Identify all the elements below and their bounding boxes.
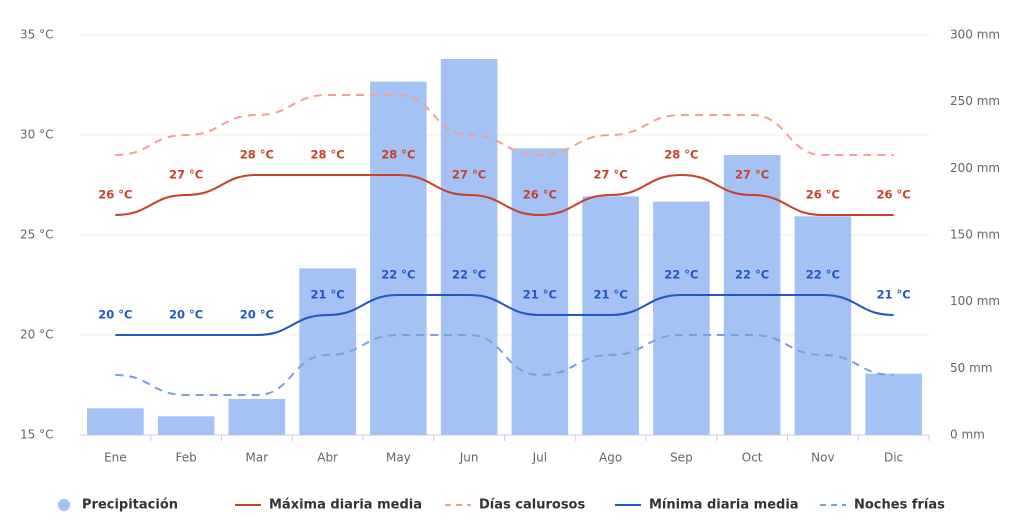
value-label: 22 °C <box>381 268 415 282</box>
line <box>115 333 894 397</box>
bar <box>440 59 498 435</box>
line <box>115 93 894 157</box>
legend-item: Días calurosos <box>445 498 585 513</box>
y2-tick-label: 200 mm <box>950 161 1000 175</box>
value-label: 21 °C <box>877 288 911 302</box>
value-label: 20 °C <box>169 308 203 322</box>
value-label: 22 °C <box>735 268 769 282</box>
x-tick-label: Feb <box>176 451 197 465</box>
legend-label: Noches frías <box>854 498 945 513</box>
value-label: 22 °C <box>664 268 698 282</box>
line <box>115 293 894 336</box>
legend-swatch <box>58 499 70 511</box>
line <box>115 173 894 217</box>
bar <box>865 373 922 435</box>
value-label: 21 °C <box>311 288 345 302</box>
legend-item: Mínima diaria media <box>615 498 799 513</box>
x-tick-label: Sep <box>670 451 693 465</box>
value-label: 22 °C <box>452 268 486 282</box>
legend-label: Precipitación <box>82 498 178 513</box>
y2-tick-label: 0 mm <box>950 428 985 442</box>
x-tick-label: May <box>386 451 411 465</box>
y-tick-label: 20 °C <box>20 328 53 342</box>
value-label: 28 °C <box>311 148 345 162</box>
value-label: 20 °C <box>240 308 274 322</box>
x-tick-label: Jun <box>459 451 479 465</box>
x-tick-label: Abr <box>317 451 338 465</box>
y-tick-label: 35 °C <box>20 28 53 42</box>
value-label: 28 °C <box>664 148 698 162</box>
bar <box>653 201 710 435</box>
value-label: 21 °C <box>523 288 557 302</box>
x-tick-label: Oct <box>742 451 763 465</box>
bar <box>157 416 215 435</box>
y2-tick-label: 100 mm <box>950 294 1000 308</box>
value-label: 21 °C <box>594 288 628 302</box>
legend-label: Mínima diaria media <box>649 498 799 513</box>
legend-item: Máxima diaria media <box>235 498 422 513</box>
value-label: 26 °C <box>806 188 840 202</box>
x-tick-label: Jul <box>532 451 547 465</box>
x-tick-label: Mar <box>246 451 269 465</box>
y2-tick-label: 250 mm <box>950 94 1000 108</box>
y2-tick-label: 300 mm <box>950 28 1000 42</box>
y2-tick-label: 50 mm <box>950 361 992 375</box>
value-label: 28 °C <box>240 148 274 162</box>
value-label: 20 °C <box>98 308 132 322</box>
value-label: 28 °C <box>381 148 415 162</box>
value-label: 27 °C <box>594 168 628 182</box>
bar <box>228 399 286 435</box>
x-tick-label: Ene <box>104 451 127 465</box>
y-tick-label: 25 °C <box>20 228 53 242</box>
value-label: 26 °C <box>98 188 132 202</box>
value-label: 22 °C <box>806 268 840 282</box>
y2-tick-label: 150 mm <box>950 228 1000 242</box>
legend-label: Días calurosos <box>479 498 585 513</box>
bar <box>299 268 356 435</box>
legend-label: Máxima diaria media <box>269 498 422 513</box>
value-label: 27 °C <box>169 168 203 182</box>
bar <box>87 408 144 435</box>
y-tick-label: 30 °C <box>20 128 53 142</box>
x-tick-label: Dic <box>884 451 903 465</box>
bar <box>794 216 852 435</box>
value-label: 27 °C <box>735 168 769 182</box>
x-tick-label: Ago <box>599 451 622 465</box>
value-label: 26 °C <box>877 188 911 202</box>
value-label: 27 °C <box>452 168 486 182</box>
bar <box>511 148 569 436</box>
bar <box>370 81 427 436</box>
x-tick-label: Nov <box>811 451 834 465</box>
legend-item: Precipitación <box>58 498 178 513</box>
value-label: 26 °C <box>523 188 557 202</box>
y-tick-label: 15 °C <box>20 428 53 442</box>
legend-item: Noches frías <box>820 498 945 513</box>
